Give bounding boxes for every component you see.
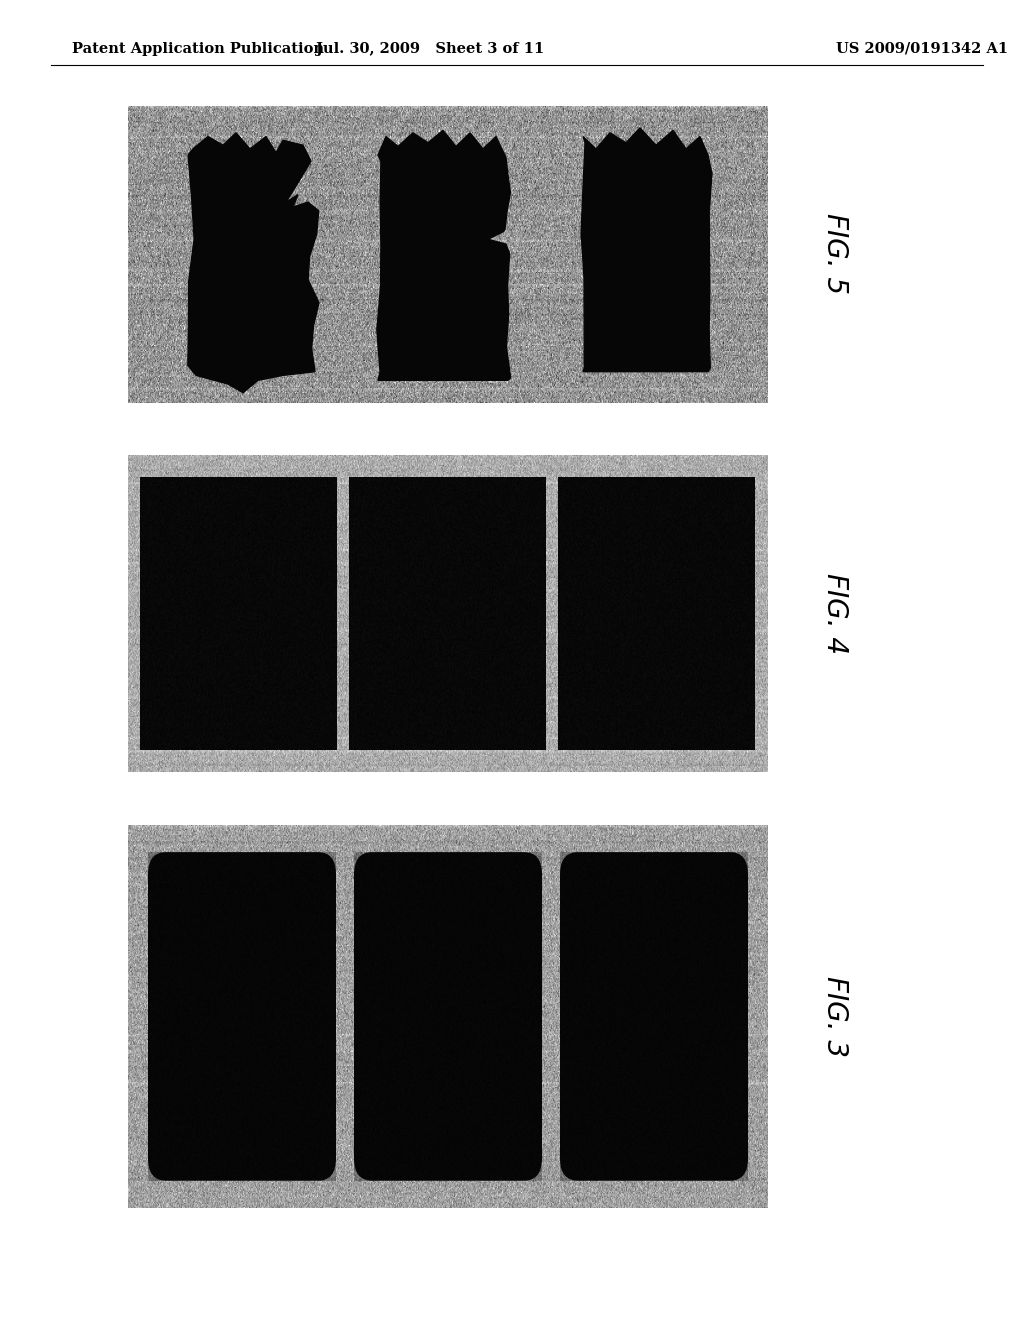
FancyBboxPatch shape [148,853,336,1180]
Text: Jul. 30, 2009   Sheet 3 of 11: Jul. 30, 2009 Sheet 3 of 11 [316,42,544,55]
Polygon shape [582,128,712,372]
Text: US 2009/0191342 A1: US 2009/0191342 A1 [836,42,1008,55]
Text: FIG. 4: FIG. 4 [820,573,849,655]
Text: Patent Application Publication: Patent Application Publication [72,42,324,55]
FancyBboxPatch shape [560,853,748,1180]
FancyBboxPatch shape [354,853,542,1180]
Bar [140,478,337,750]
Bar [558,478,755,750]
Text: FIG. 5: FIG. 5 [820,213,849,294]
Text: FIG. 3: FIG. 3 [820,975,849,1057]
Polygon shape [377,131,511,380]
Bar [349,478,546,750]
Polygon shape [187,133,319,393]
